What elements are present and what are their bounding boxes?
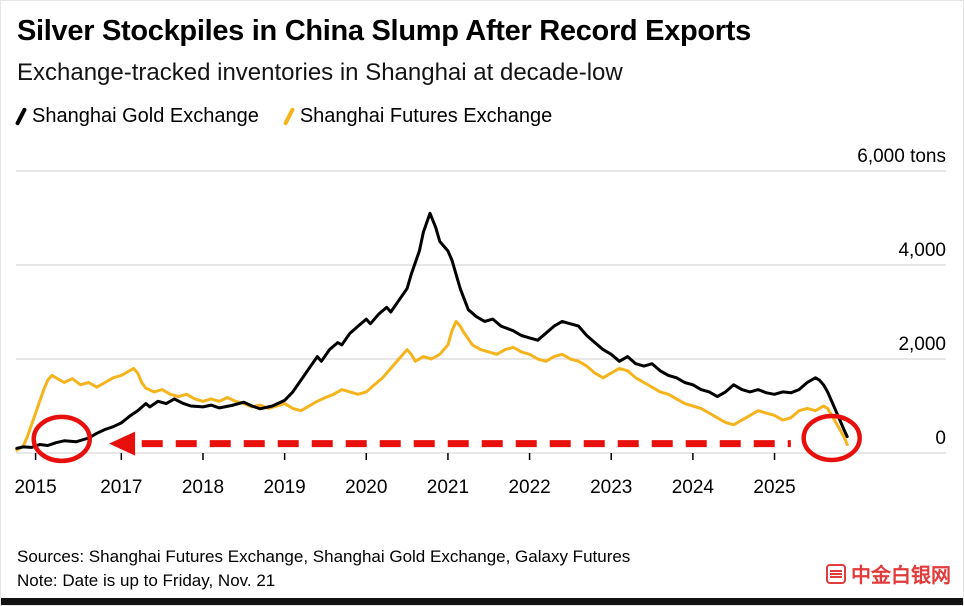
annotation-circle [801, 413, 862, 463]
yellow-line-swatch-icon [282, 107, 295, 126]
y-tick-label: 0 [935, 428, 946, 449]
x-tick-label: 2020 [345, 477, 387, 498]
x-tick-label: 2015 [14, 477, 56, 498]
series-line-1 [15, 319, 849, 452]
x-tick-label: 2018 [182, 477, 224, 498]
x-tick-label: 2022 [508, 477, 550, 498]
chart-title: Silver Stockpiles in China Slump After R… [17, 15, 751, 47]
y-tick-label: 4,000 [898, 240, 946, 261]
y-tick-label: 6,000 tons [857, 146, 946, 167]
legend-item-shanghai-gold-exchange: Shanghai Gold Exchange [14, 105, 259, 128]
x-tick-label: 2019 [263, 477, 305, 498]
series-line-0 [15, 211, 849, 450]
legend: Shanghai Gold Exchange Shanghai Futures … [14, 105, 553, 128]
y-tick-label: 2,000 [898, 334, 946, 355]
legend-label: Shanghai Futures Exchange [299, 105, 553, 127]
chart-subtitle: Exchange-tracked inventories in Shanghai… [17, 59, 623, 86]
x-tick-label: 2023 [590, 477, 632, 498]
x-tick-label: 2024 [672, 477, 715, 498]
x-tick-label: 2017 [100, 477, 142, 498]
black-line-swatch-icon [14, 107, 28, 126]
x-tick-label: 2021 [427, 477, 469, 498]
note-text: Note: Date is up to Friday, Nov. 21 [17, 571, 276, 590]
watermark: 中金白银网 [826, 559, 951, 588]
chart-svg: 0 2,000 4,000 6,000 tons 2015 2017 2018 2019 202… [14, 146, 946, 498]
annotation-arrowhead-icon [109, 431, 136, 456]
legend-item-shanghai-futures-exchange: Shanghai Futures Exchange [282, 105, 553, 128]
sources-text: Sources: Shanghai Futures Exchange, Shan… [17, 547, 631, 566]
x-tick-label: 2025 [753, 477, 795, 498]
legend-label: Shanghai Gold Exchange [32, 105, 259, 127]
annotation-circle [31, 414, 92, 464]
watermark-text: 中金白银网 [851, 565, 951, 587]
bottom-bar [1, 598, 963, 605]
watermark-logo-icon [826, 563, 846, 584]
